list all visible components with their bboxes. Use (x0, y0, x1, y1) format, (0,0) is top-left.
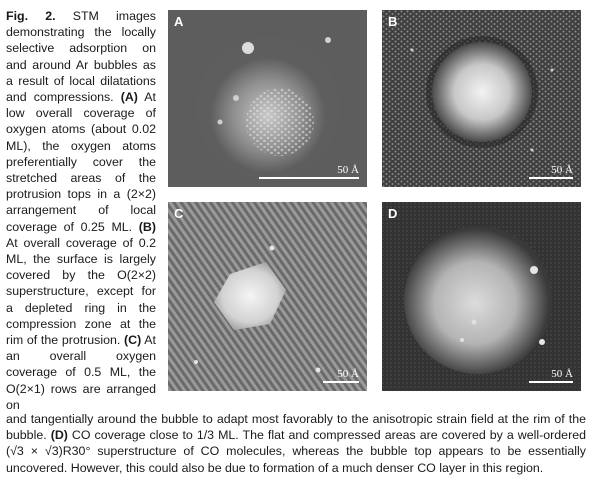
panel-label-b: B (388, 14, 398, 29)
caption-label-a: (A) (120, 90, 138, 105)
caption-text-c-bottom: and tangentially around the bubble to ad… (6, 412, 586, 443)
scale-line-d (529, 381, 573, 383)
scale-bar-c: 50 Å (323, 368, 359, 383)
scale-label-d: 50 Å (551, 368, 573, 380)
scale-label-c: 50 Å (337, 368, 359, 380)
scale-label-a: 50 Å (337, 164, 359, 176)
caption-text-b: At overall coverage of 0.2 ML, the surfa… (6, 235, 156, 348)
stm-panel-b: B 50 Å (382, 10, 581, 187)
stm-panel-a: A 50 Å (168, 10, 367, 187)
panel-label-a: A (174, 14, 184, 29)
stm-image-d (382, 202, 581, 391)
figure-label: Fig. 2. (6, 9, 56, 23)
panel-label-d: D (388, 206, 398, 221)
caption-label-d: (D) (50, 428, 68, 443)
scale-label-b: 50 Å (551, 164, 573, 176)
figure-caption-side: Fig. 2. STM images demonstrating the loc… (6, 8, 156, 413)
scale-line-a (259, 177, 359, 179)
caption-text-d: CO coverage close to 1/3 ML. The flat an… (6, 428, 586, 475)
figure-caption-bottom: and tangentially around the bubble to ad… (6, 411, 586, 476)
stm-panel-c: C 50 Å (168, 202, 367, 391)
stm-image-c (168, 202, 367, 391)
caption-label-c: (C) (124, 333, 142, 348)
panel-label-c: C (174, 206, 184, 221)
scale-line-b (529, 177, 573, 179)
caption-text-c-side: At an overall oxygen coverage of 0.5 ML,… (6, 333, 156, 412)
stm-image-b (382, 10, 581, 187)
stm-panel-d: D 50 Å (382, 202, 581, 391)
scale-bar-b: 50 Å (529, 164, 573, 179)
scale-line-c (323, 381, 359, 383)
caption-intro: STM images demonstrating the locally sel… (6, 9, 156, 105)
caption-text-a: At low overall coverage of oxygen atoms … (6, 90, 156, 234)
scale-bar-a: 50 Å (259, 164, 359, 179)
stm-image-a (168, 10, 367, 187)
scale-bar-d: 50 Å (529, 368, 573, 383)
caption-label-b: (B) (138, 219, 156, 234)
